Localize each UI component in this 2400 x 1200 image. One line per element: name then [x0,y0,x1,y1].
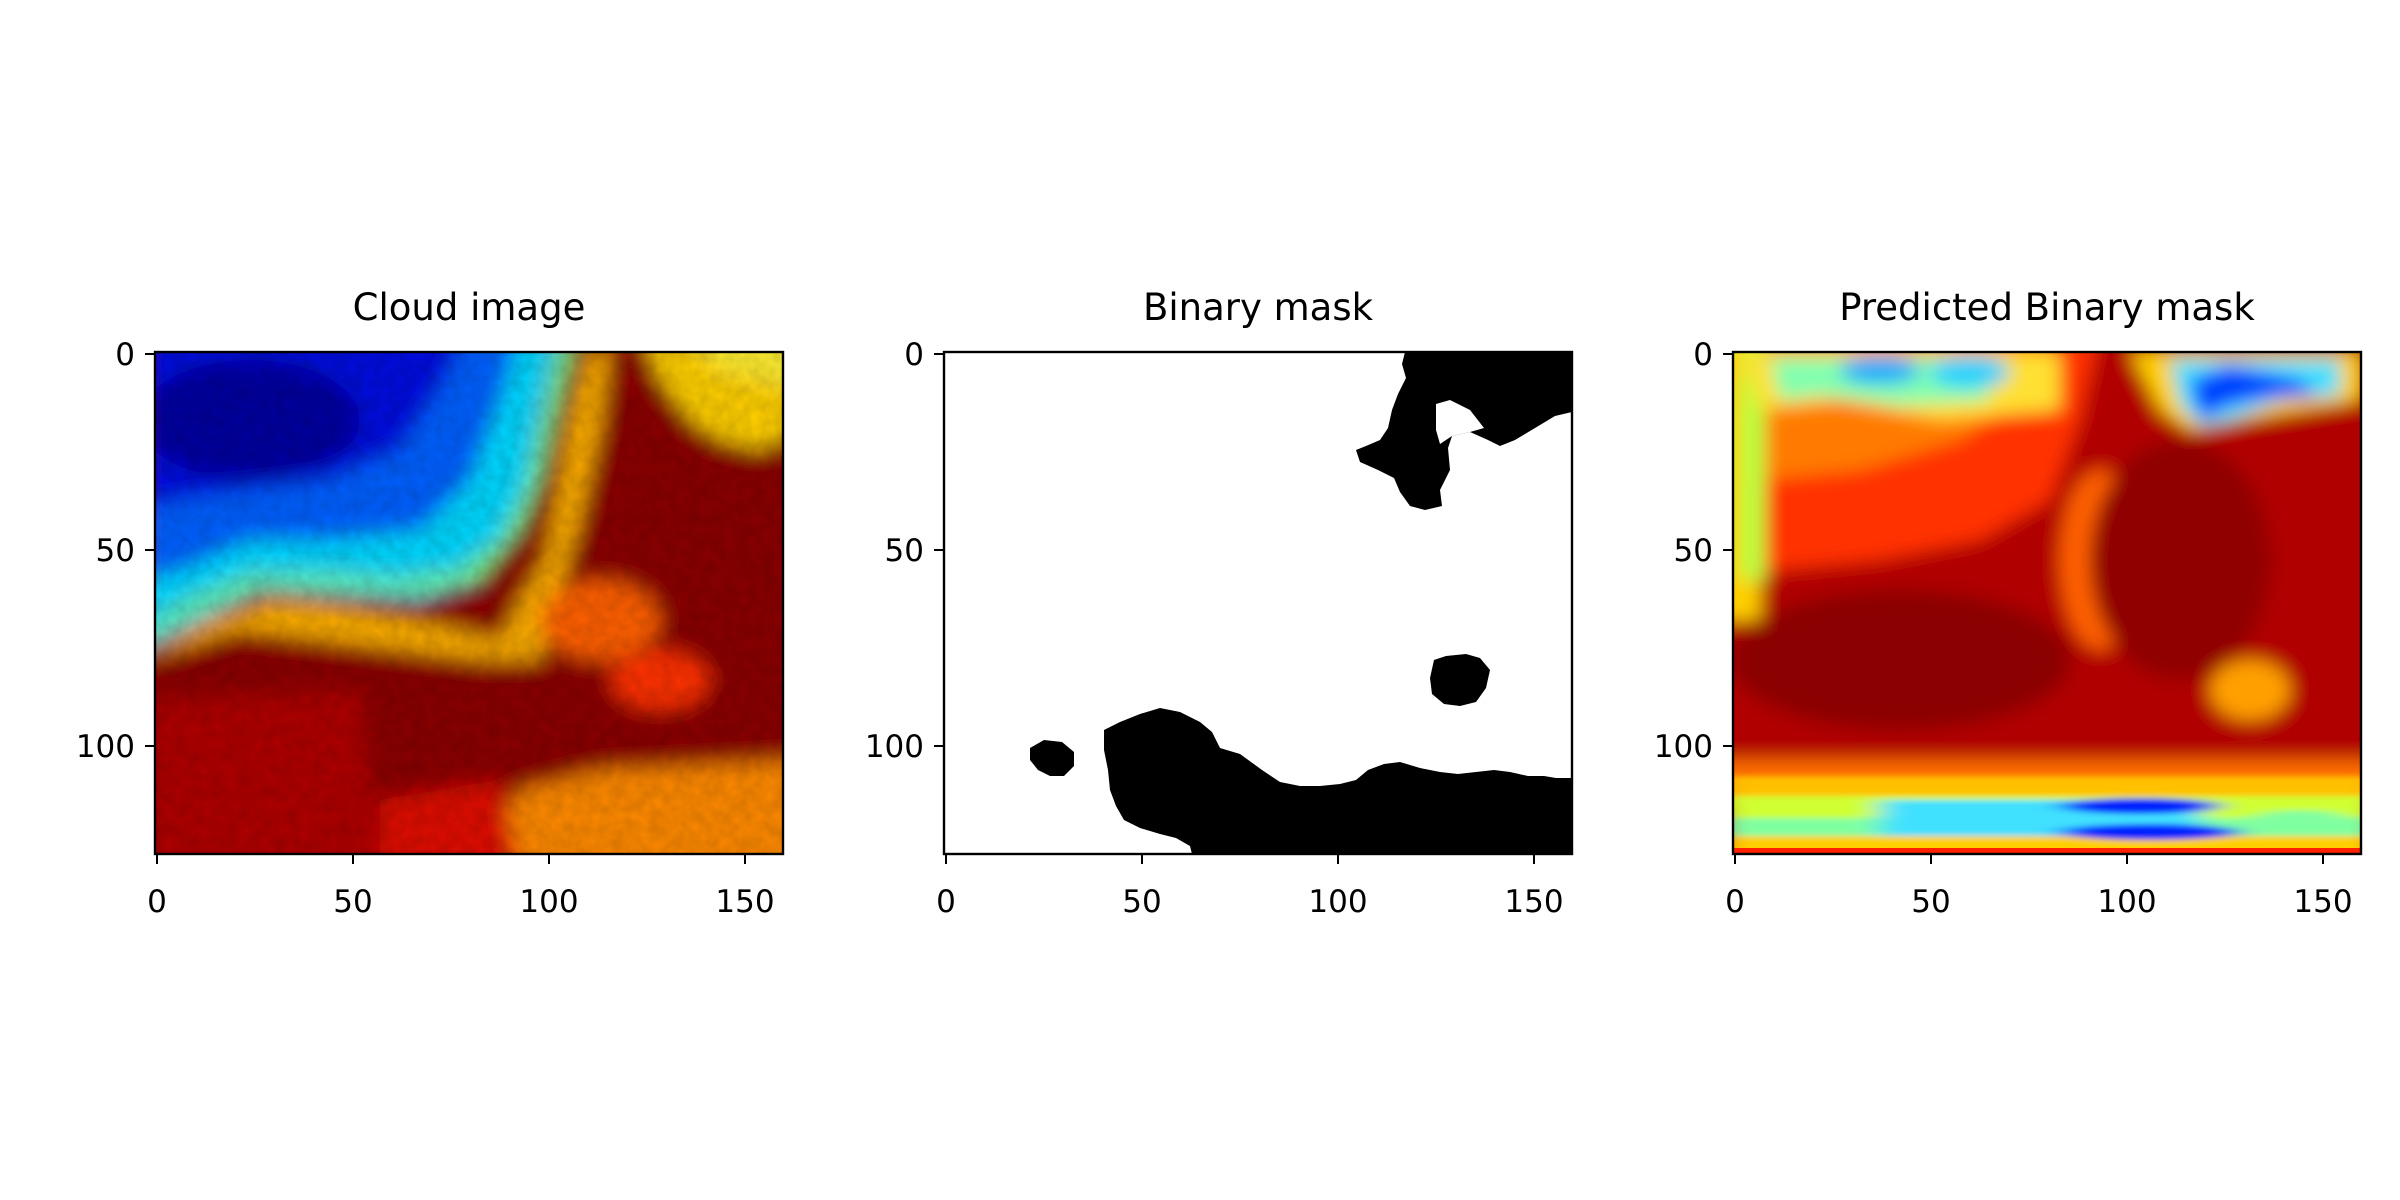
y-tick-label: 100 [1654,729,1713,765]
x-tick-label: 0 [936,884,956,920]
x-tick-label: 50 [333,884,372,920]
y-axis-mask: 0 50 100 [865,337,944,765]
binary-mask-raster [944,352,1572,854]
x-tick-label: 50 [1122,884,1161,920]
cloud-image-raster [155,352,783,854]
y-tick-label: 50 [885,533,924,569]
x-axis-mask: 0 50 100 150 [936,854,1564,920]
y-tick-label: 0 [115,337,135,373]
x-tick-label: 0 [1725,884,1745,920]
x-tick-label: 0 [147,884,167,920]
y-axis-cloud: 0 50 100 [76,337,155,765]
y-tick-label: 100 [76,729,135,765]
axes-frame-mask [942,350,1574,856]
axes-frame-cloud [153,350,785,856]
x-tick-label: 50 [1911,884,1950,920]
x-tick-label: 100 [1308,884,1367,920]
x-axis-predicted: 0 50 100 150 [1725,854,2353,920]
y-tick-label: 50 [1674,533,1713,569]
y-tick-label: 100 [865,729,924,765]
x-tick-label: 100 [2097,884,2156,920]
y-axis-predicted: 0 50 100 [1654,337,1733,765]
panel-predicted-mask: Predicted Binary mask [1654,286,2363,920]
panel-title-mask: Binary mask [1143,286,1374,329]
x-tick-label: 150 [715,884,774,920]
x-tick-label: 150 [2293,884,2352,920]
panel-binary-mask: Binary mask 0 50 100 150 [865,286,1574,920]
axes-frame-predicted [1731,350,2363,856]
panel-title-predicted: Predicted Binary mask [1839,286,2255,329]
y-tick-label: 0 [904,337,924,373]
x-tick-label: 150 [1504,884,1563,920]
x-tick-label: 100 [519,884,578,920]
panel-title-cloud: Cloud image [353,286,586,329]
predicted-mask-raster [1733,352,2361,854]
x-axis-cloud: 0 50 100 150 [147,854,775,920]
panel-cloud-image: Cloud image [76,286,785,920]
y-tick-label: 50 [96,533,135,569]
y-tick-label: 0 [1693,337,1713,373]
